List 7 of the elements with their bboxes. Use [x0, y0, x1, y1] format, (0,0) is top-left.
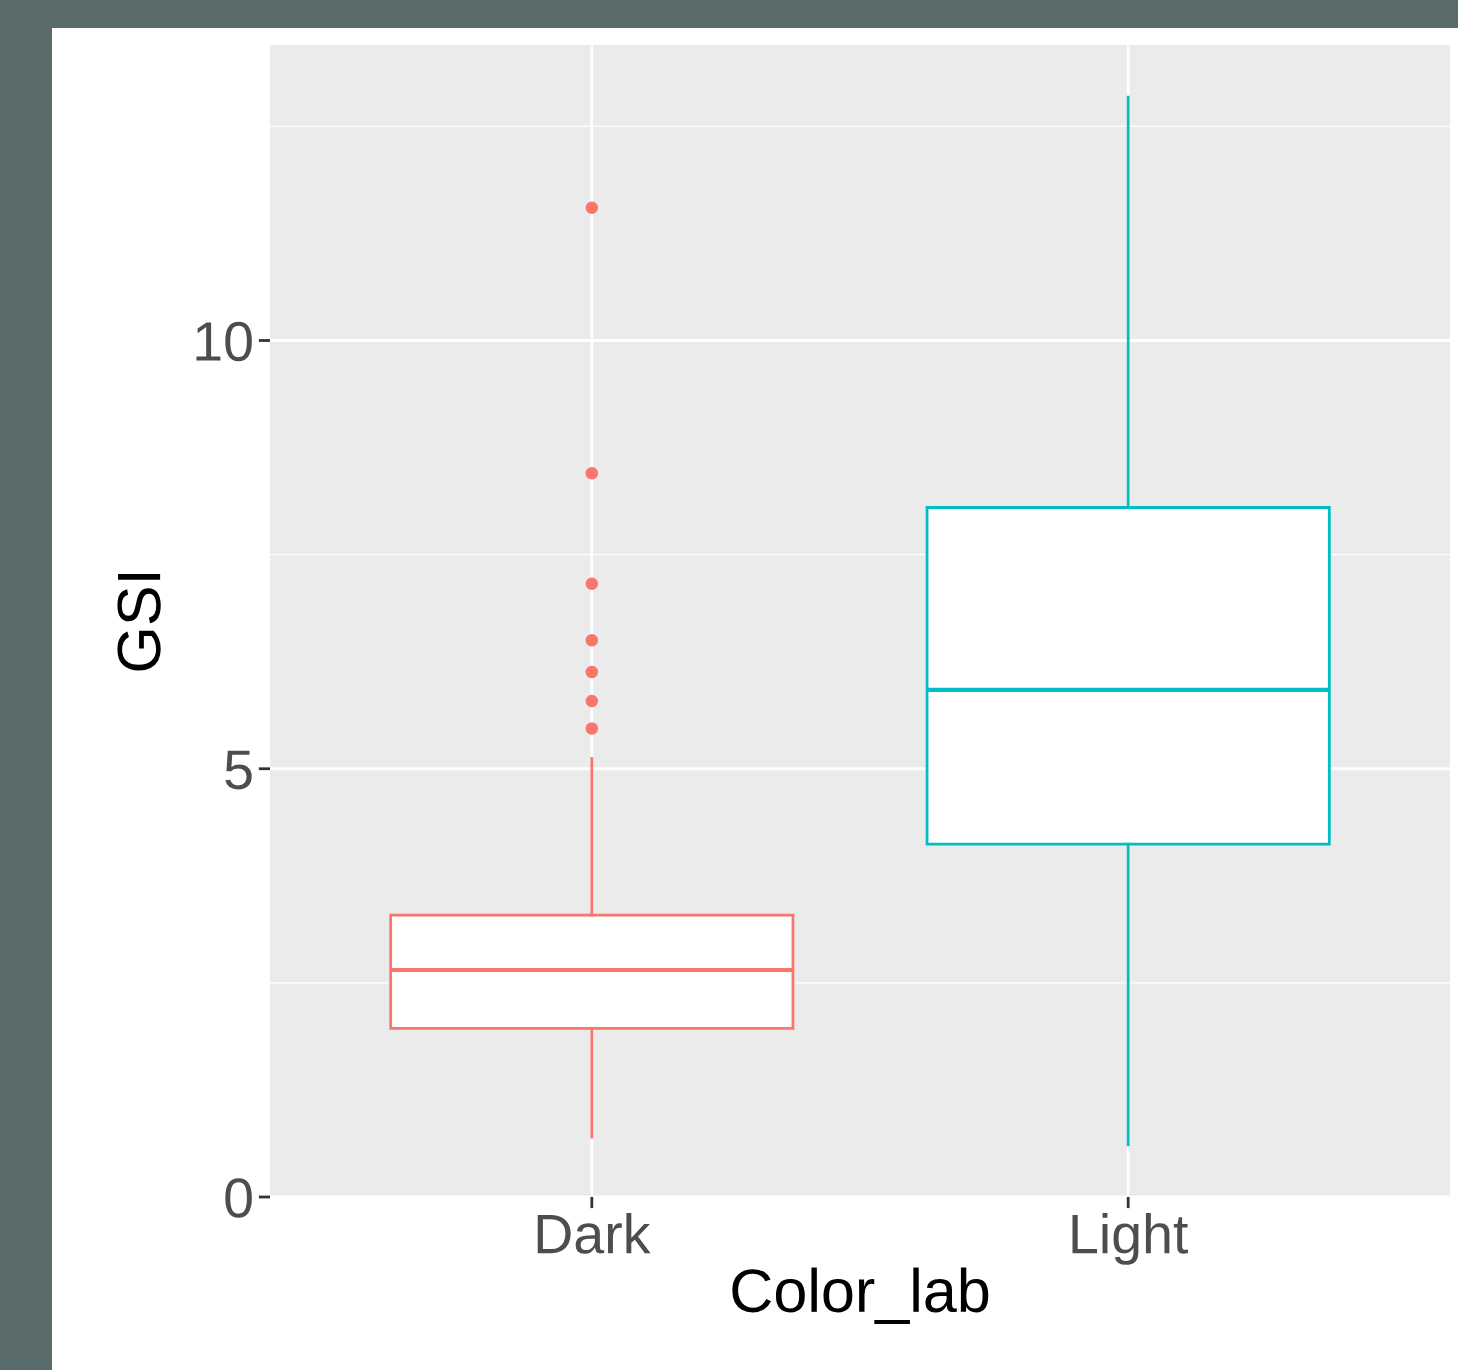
- x-tick-label: Light: [1072, 1212, 1189, 1265]
- y-axis-title: GSI: [117, 574, 161, 671]
- y-tick-label: 10: [196, 321, 252, 362]
- y-tick-label: 0: [225, 1178, 252, 1218]
- y-tick-label: 5: [225, 750, 252, 790]
- x-tick-label: Dark: [537, 1212, 651, 1254]
- x-axis-title: Color_lab: [732, 1267, 989, 1324]
